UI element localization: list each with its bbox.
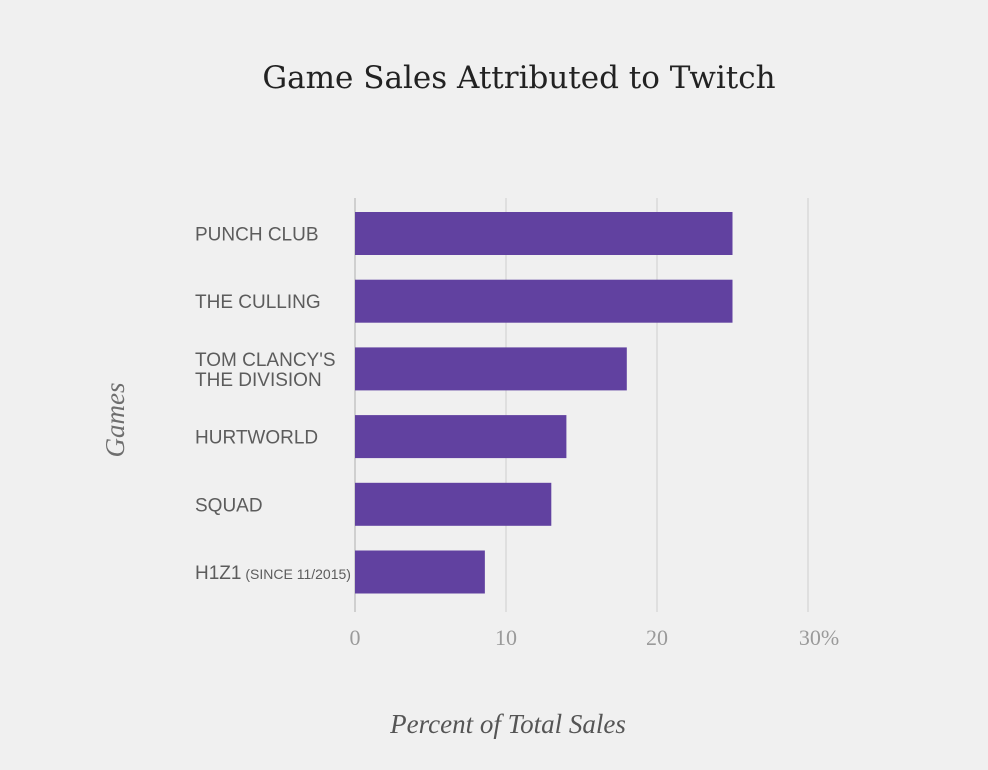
x-tick-label: 10 bbox=[495, 625, 517, 650]
x-tick-label: 20 bbox=[646, 625, 668, 650]
bar-6 bbox=[355, 550, 485, 594]
category-label-line: HURTWORLD bbox=[195, 428, 318, 449]
bar-5 bbox=[355, 482, 552, 526]
chart-title: Game Sales Attributed to Twitch bbox=[262, 60, 775, 96]
category-label: THE CULLING bbox=[195, 292, 321, 313]
x-tick-labels: 0 10 20 30% bbox=[350, 625, 840, 650]
category-label: H1Z1 (SINCE 11/2015) bbox=[195, 563, 351, 584]
y-axis-label: Games bbox=[100, 383, 130, 458]
bar-4 bbox=[355, 415, 567, 459]
category-label-line: THE CULLING bbox=[195, 292, 321, 313]
category-label: PUNCH CLUB bbox=[195, 225, 319, 246]
x-tick-label: 0 bbox=[350, 625, 361, 650]
bar-1 bbox=[355, 212, 733, 255]
category-label: SQUAD bbox=[195, 495, 263, 516]
category-label-line: TOM CLANCY'S bbox=[195, 350, 336, 371]
x-tick-label: 30% bbox=[799, 625, 839, 650]
category-label: HURTWORLD bbox=[195, 428, 318, 449]
category-label-line: H1Z1 bbox=[195, 563, 241, 584]
category-label-note: (SINCE 11/2015) bbox=[241, 566, 350, 582]
category-label: TOM CLANCY'S THE DIVISION bbox=[195, 350, 336, 391]
category-label-line: PUNCH CLUB bbox=[195, 225, 319, 246]
bars bbox=[355, 212, 733, 594]
gridlines bbox=[354, 198, 809, 612]
bar-2 bbox=[355, 279, 733, 323]
x-axis-label: Percent of Total Sales bbox=[389, 709, 626, 739]
bar-3 bbox=[355, 347, 627, 391]
category-labels: PUNCH CLUB THE CULLING TOM CLANCY'S THE DIV… bbox=[195, 225, 351, 585]
category-label-line: THE DIVISION bbox=[195, 370, 322, 391]
category-label-line: SQUAD bbox=[195, 495, 263, 516]
